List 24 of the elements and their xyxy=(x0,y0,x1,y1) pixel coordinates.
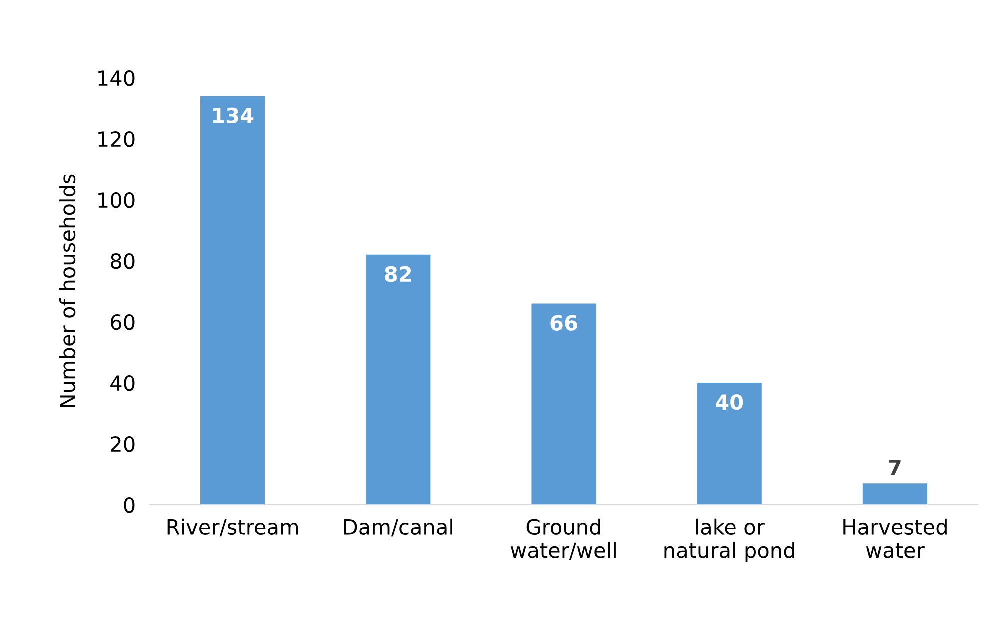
y-tick-label: 100 xyxy=(98,192,135,208)
data-label: 40 xyxy=(716,394,744,410)
bar xyxy=(697,383,762,505)
x-tick-label: Ground water/well xyxy=(510,518,616,560)
x-tick-label: Harvested water xyxy=(844,518,947,558)
bar xyxy=(532,304,596,505)
x-tick-label: lake or natural pond xyxy=(664,518,794,562)
x-tick-label: Dam/canal xyxy=(344,518,452,537)
y-tick-label: 0 xyxy=(124,497,135,514)
y-tick-label: 140 xyxy=(98,70,135,86)
y-tick-label: 20 xyxy=(111,436,135,452)
data-label: 134 xyxy=(213,108,254,124)
data-label: 66 xyxy=(550,315,578,331)
data-label: 82 xyxy=(385,266,412,282)
y-tick-label: 60 xyxy=(111,314,135,330)
bar xyxy=(366,254,431,505)
bar xyxy=(200,96,266,505)
x-tick-label: River/stream xyxy=(168,518,298,537)
y-tick-label: 80 xyxy=(111,253,135,270)
y-tick-label: 120 xyxy=(98,131,135,148)
data-label: 7 xyxy=(889,460,901,476)
bar xyxy=(862,484,928,505)
y-axis-title: Number of households xyxy=(60,174,76,408)
y-tick-label: 40 xyxy=(110,375,135,392)
